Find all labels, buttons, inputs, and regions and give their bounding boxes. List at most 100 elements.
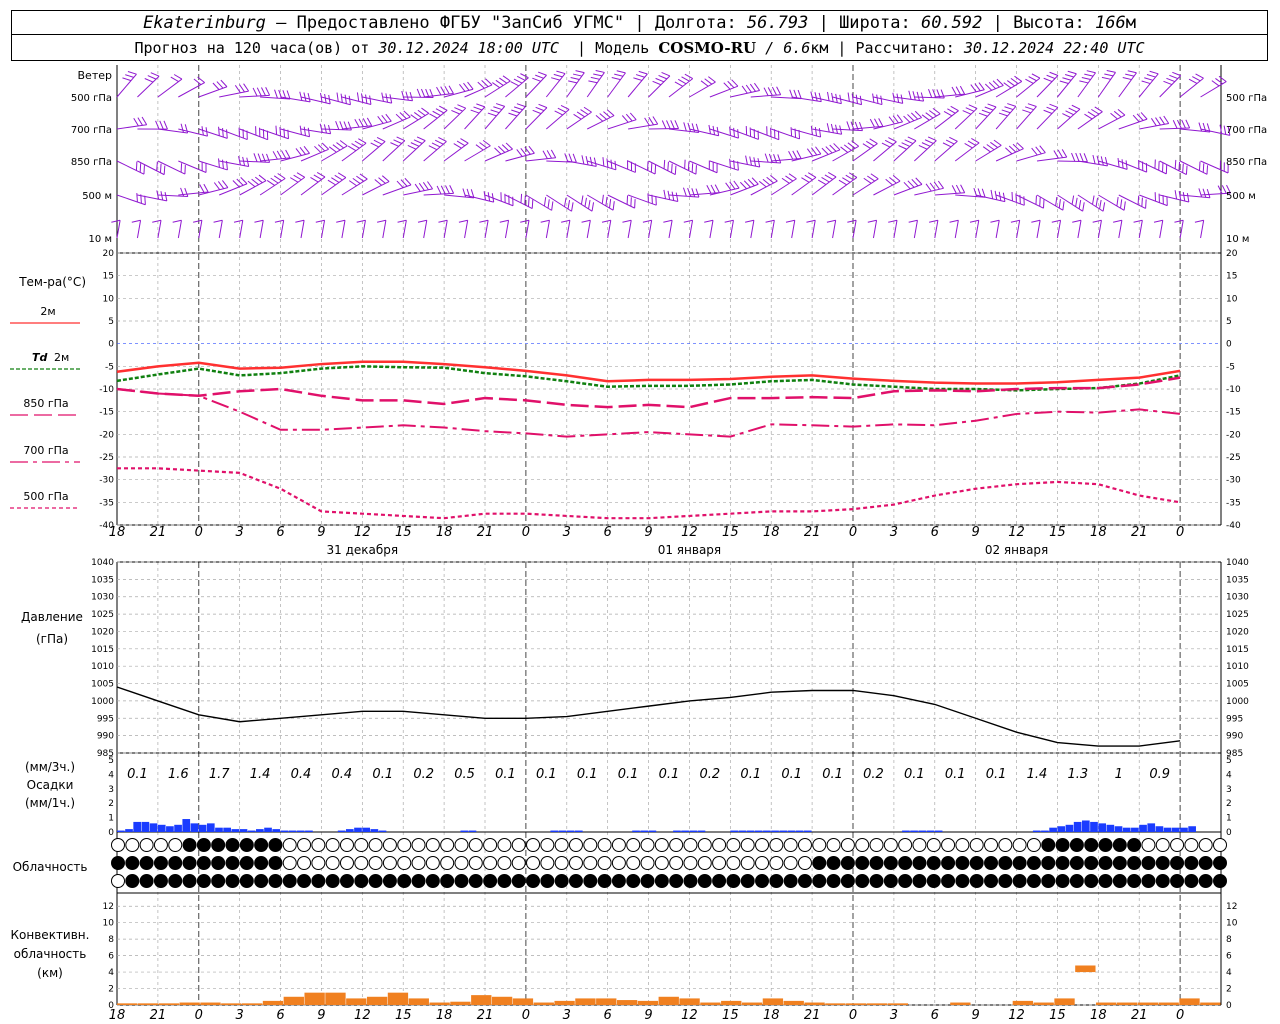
pres-tick-left: 1030 — [91, 593, 114, 603]
precip-bar — [689, 830, 698, 832]
wind-barb — [423, 141, 447, 162]
wind-barb-feather — [1178, 191, 1182, 201]
wind-barb-feather — [691, 188, 696, 197]
x-tick-label: 15 — [722, 1008, 739, 1023]
wind-barb-feather — [1174, 159, 1177, 169]
wind-barb-feather — [977, 188, 982, 198]
precip-3h-label: 0.1 — [536, 767, 557, 782]
temp-tick-right: -5 — [1226, 362, 1235, 372]
precip-bar — [182, 819, 191, 832]
wind-barb-feather — [1182, 163, 1184, 173]
wind-barb-feather — [814, 92, 818, 102]
precip-tick-left: 3 — [108, 785, 114, 795]
precip-3h-label: 0.9 — [1149, 767, 1170, 782]
wind-barb-feather — [381, 92, 384, 102]
wind-barb — [116, 160, 145, 175]
wind-barb — [627, 194, 657, 206]
wind-barb-feather — [270, 177, 279, 184]
wind-barb — [791, 176, 817, 196]
temp-tick-left: 15 — [103, 272, 114, 282]
precip-bar — [1106, 824, 1115, 832]
wind-barb-feather — [729, 158, 731, 168]
wind-barb-feather — [1016, 142, 1024, 150]
wind-barb-feather — [1035, 146, 1042, 155]
wind-barb-feather — [652, 80, 662, 86]
wind-barb-feather — [708, 124, 711, 134]
wind-barb — [362, 120, 392, 130]
wind-barb-feather — [933, 181, 940, 190]
wind-barb-feather — [663, 189, 667, 199]
wind-barb-feather — [593, 73, 603, 77]
cloud-circle — [311, 838, 326, 852]
wind-barb-feather — [470, 189, 475, 199]
pres-tick-right: 1030 — [1226, 593, 1249, 603]
cloud-circle — [955, 874, 970, 888]
conv-bar — [575, 998, 596, 1005]
wind-barb-feather — [1042, 199, 1045, 209]
wind-barb-feather — [625, 113, 633, 122]
wind-barb-feather — [943, 110, 953, 117]
cloud-circle — [1084, 874, 1099, 888]
wind-barb — [668, 220, 673, 239]
wind-barb — [668, 194, 699, 198]
cloud-circle — [225, 838, 240, 852]
cloud-circle — [941, 838, 956, 852]
wind-barb-feather — [490, 109, 500, 114]
precip-bar — [1163, 827, 1172, 832]
wind-barb — [995, 106, 1017, 130]
wind-barb-feather — [921, 142, 931, 147]
temp-tick-right: 10 — [1226, 294, 1238, 304]
wind-barb — [1159, 75, 1182, 98]
conv-bar — [491, 996, 513, 1005]
wind-barb — [566, 72, 585, 98]
cloud-circle — [597, 874, 612, 888]
wind-barb — [321, 128, 352, 131]
wind-barb-feather — [348, 180, 357, 187]
wind-barb-feather — [1071, 152, 1076, 162]
wind-barb — [566, 220, 571, 239]
wind-barb-feather — [1049, 71, 1059, 76]
wind-barb — [873, 180, 901, 196]
wind-barb-feather — [1022, 109, 1032, 114]
wind-barb-feather — [1132, 114, 1140, 123]
cloud-circle — [926, 838, 941, 852]
wind-barb-feather — [708, 76, 716, 83]
wind-barb-feather — [197, 76, 205, 84]
wind-barb-feather — [1071, 104, 1081, 110]
wind-barb-feather — [477, 81, 485, 89]
wind-barb-feather — [1153, 219, 1163, 223]
precip-bar — [460, 830, 469, 832]
cloud-circle — [1170, 838, 1185, 852]
wind-barb — [321, 145, 348, 162]
cloud-circle — [583, 874, 598, 888]
wind-barb-feather — [666, 120, 671, 129]
wind-barb-feather — [1198, 161, 1201, 171]
precip-bar — [174, 824, 182, 832]
wind-barb — [423, 220, 428, 239]
wind-barb-feather — [432, 110, 441, 116]
cloud-circle — [139, 874, 154, 888]
conv-bar — [658, 996, 679, 1005]
wind-barb-feather — [137, 117, 143, 126]
cloud-circle — [783, 838, 798, 852]
wind-barb — [525, 194, 552, 211]
wind-barb-feather — [1039, 145, 1046, 154]
wind-barb — [566, 111, 592, 130]
wind-barb-feather — [591, 202, 595, 212]
x-tick-label: 12 — [1008, 525, 1025, 540]
conv-bar — [450, 1001, 471, 1005]
wind-barb-feather — [581, 219, 591, 223]
wind-barb-feather — [416, 136, 426, 142]
wind-barb-feather — [1219, 124, 1223, 134]
x-tick-label: 12 — [681, 525, 698, 540]
wind-barb-feather — [238, 156, 241, 166]
wind-barb — [280, 176, 306, 196]
cloud-circle — [511, 838, 526, 852]
cloud-circle — [640, 874, 655, 888]
wind-barb-feather — [159, 120, 164, 130]
wind-barb-feather — [908, 90, 912, 100]
wind-barb-feather — [163, 165, 166, 175]
wind-barb — [1036, 220, 1041, 239]
wind-barb — [975, 144, 1002, 162]
cloud-circle — [984, 838, 999, 852]
